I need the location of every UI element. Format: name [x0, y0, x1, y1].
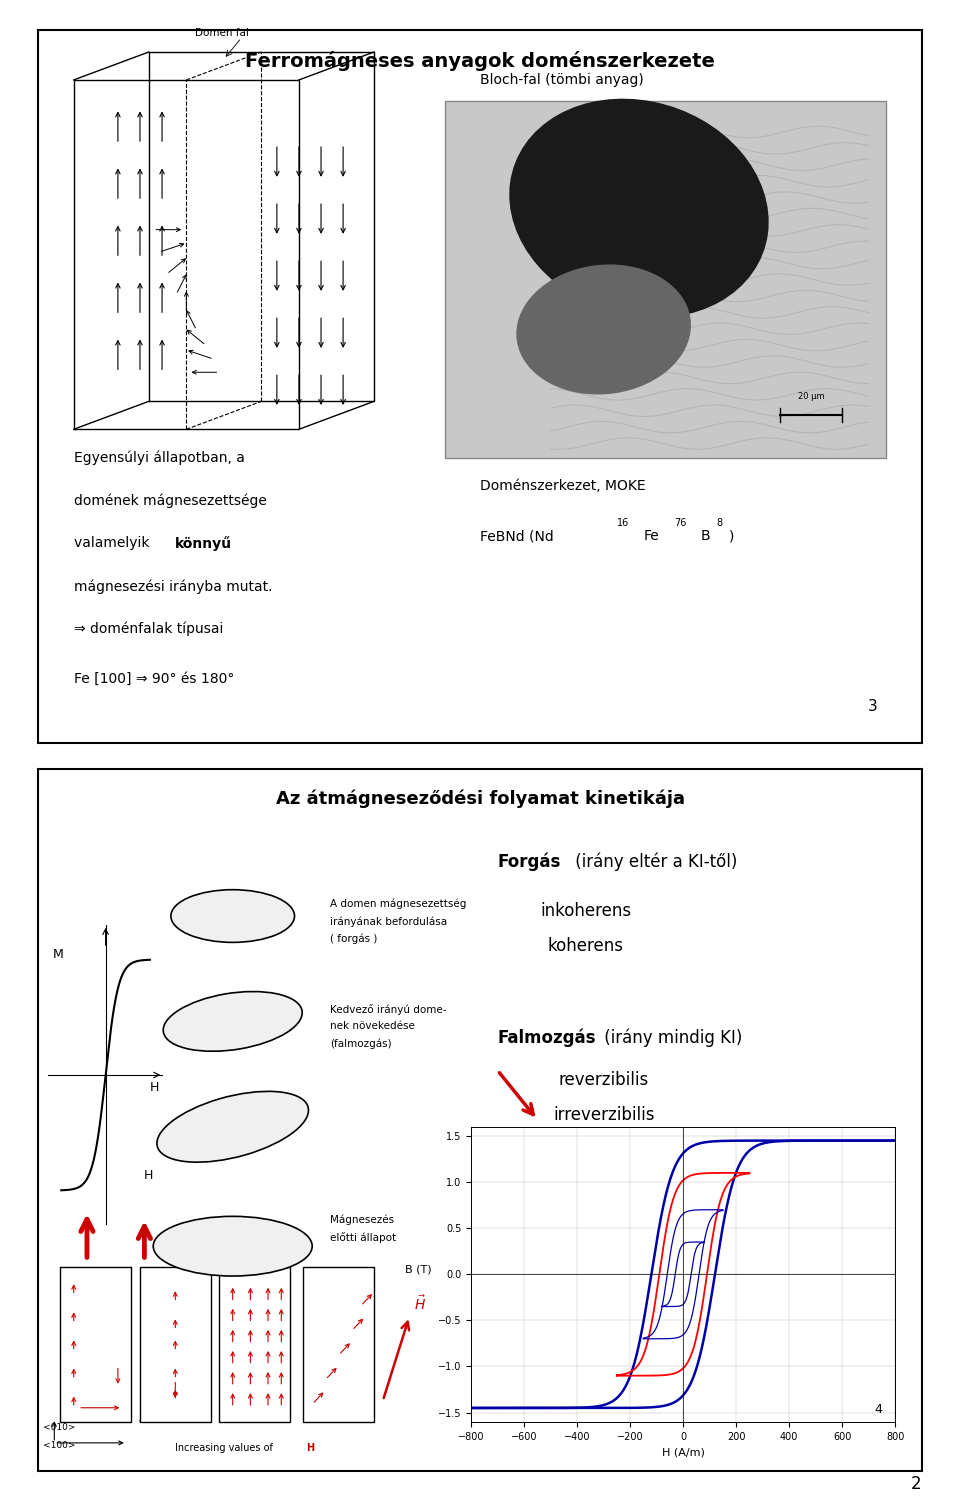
Text: Ferromágneses anyagok doménszerkezete: Ferromágneses anyagok doménszerkezete: [245, 51, 715, 72]
Text: ( forgás ): ( forgás ): [330, 934, 377, 944]
Text: Forgás: Forgás: [497, 853, 561, 871]
Y-axis label: B (T): B (T): [405, 1264, 432, 1274]
Ellipse shape: [154, 1216, 312, 1276]
Text: ): ): [729, 528, 734, 543]
Text: Egyensúlyi állapotban, a: Egyensúlyi állapotban, a: [74, 450, 245, 465]
Text: 3: 3: [868, 699, 877, 714]
Ellipse shape: [171, 890, 295, 943]
Text: <010>: <010>: [43, 1423, 75, 1432]
Text: H: H: [150, 1081, 158, 1094]
Text: Mágnesezés: Mágnesezés: [330, 1214, 394, 1225]
Text: előtti állapot: előtti állapot: [330, 1232, 396, 1243]
Text: $\vec{H}$: $\vec{H}$: [414, 1294, 426, 1313]
Ellipse shape: [509, 99, 769, 318]
Ellipse shape: [163, 992, 302, 1051]
Text: 8: 8: [717, 518, 723, 528]
Ellipse shape: [156, 1091, 308, 1162]
Text: Falmozgás: Falmozgás: [497, 1028, 596, 1046]
Text: (irány eltér a KI-től): (irány eltér a KI-től): [570, 853, 737, 871]
Text: <100>: <100>: [43, 1441, 75, 1450]
Bar: [140, 1267, 210, 1421]
Text: B: B: [701, 528, 710, 543]
Text: H: H: [306, 1442, 314, 1453]
Text: Increasing values of: Increasing values of: [176, 1442, 276, 1453]
Text: Fe: Fe: [643, 528, 660, 543]
Bar: [220, 1267, 290, 1421]
Text: (falmozgás): (falmozgás): [330, 1039, 392, 1049]
Text: Domen fal: Domen fal: [195, 27, 249, 38]
Text: Doménszerkezet, MOKE: Doménszerkezet, MOKE: [480, 479, 646, 494]
Text: inkoherens: inkoherens: [540, 902, 632, 920]
Text: (irány mindig KI): (irány mindig KI): [599, 1028, 743, 1046]
Text: 4: 4: [875, 1403, 882, 1415]
Text: ⇒ doménfalak típusai: ⇒ doménfalak típusai: [74, 621, 223, 636]
Text: FeBNd (Nd: FeBNd (Nd: [480, 528, 554, 543]
Text: 16: 16: [617, 518, 629, 528]
Text: 20 μm: 20 μm: [798, 392, 825, 401]
Text: valamelyik: valamelyik: [74, 536, 154, 551]
Bar: [60, 1267, 132, 1421]
Text: Fe [100] ⇒ 90° és 180°: Fe [100] ⇒ 90° és 180°: [74, 672, 234, 686]
Text: Kedvező irányú dome-: Kedvező irányú dome-: [330, 1004, 446, 1015]
Text: mágnesezési irányba mutat.: mágnesezési irányba mutat.: [74, 579, 273, 593]
Bar: [444, 102, 886, 458]
Text: irreverzibilis: irreverzibilis: [553, 1106, 655, 1124]
Text: könnyű: könnyű: [176, 536, 232, 551]
Text: 2: 2: [911, 1475, 922, 1493]
Text: A domen mágnesezettség: A domen mágnesezettség: [330, 899, 467, 910]
Text: nek növekedése: nek növekedése: [330, 1021, 415, 1031]
Text: domének mágnesezettsége: domének mágnesezettsége: [74, 494, 267, 507]
Ellipse shape: [516, 264, 691, 395]
Text: 76: 76: [674, 518, 686, 528]
Text: reverzibilis: reverzibilis: [559, 1070, 649, 1088]
X-axis label: H (A/m): H (A/m): [661, 1447, 705, 1457]
Text: H: H: [144, 1169, 154, 1181]
Bar: [303, 1267, 374, 1421]
Text: M: M: [53, 949, 63, 961]
Text: irányának befordulása: irányának befordulása: [330, 916, 447, 926]
Text: koherens: koherens: [548, 937, 624, 955]
Text: Bloch-fal (tömbi anyag): Bloch-fal (tömbi anyag): [480, 72, 644, 87]
Text: Az átmágneseződési folyamat kinetikája: Az átmágneseződési folyamat kinetikája: [276, 790, 684, 808]
